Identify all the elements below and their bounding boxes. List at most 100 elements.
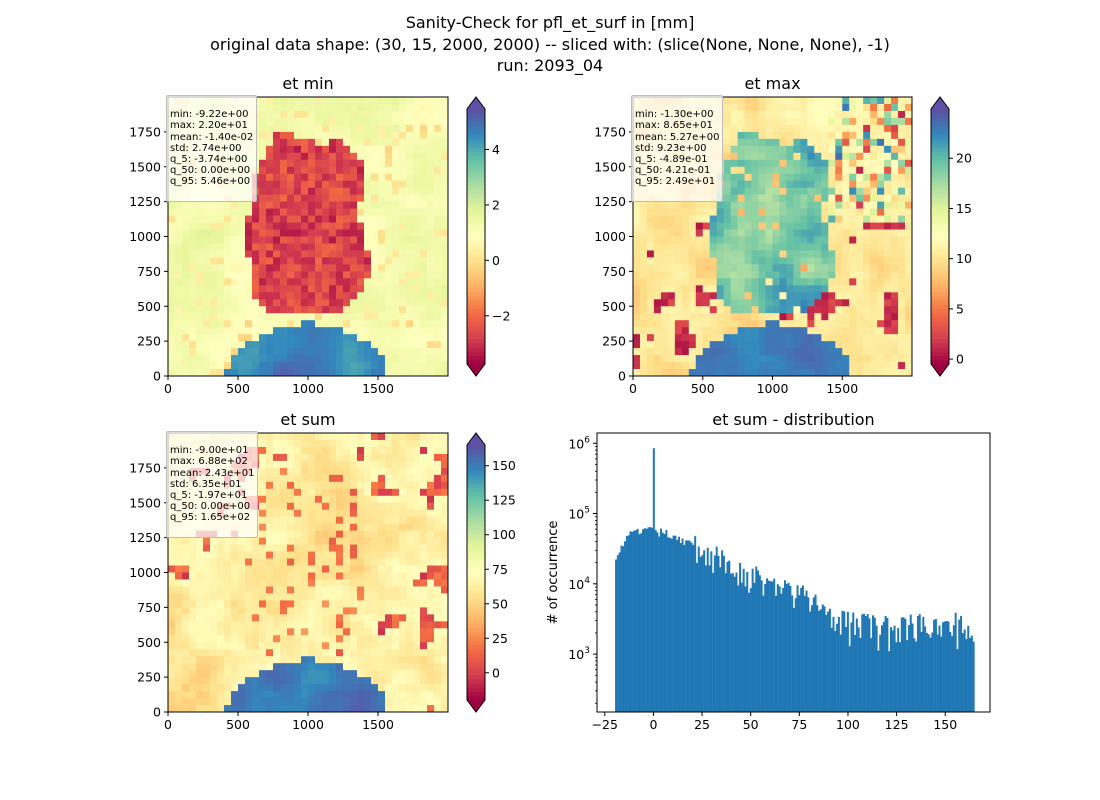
heatmap-cell — [406, 208, 414, 216]
heatmap-cell — [364, 194, 372, 203]
heatmap-cell — [196, 684, 204, 692]
heatmap-cell — [863, 236, 871, 244]
heatmap-cell — [189, 264, 197, 272]
heatmap-cell — [301, 201, 309, 210]
heatmap-cell — [441, 327, 449, 335]
heatmap-cell — [800, 250, 808, 258]
heatmap-cell — [322, 327, 330, 335]
colorbar-segment — [931, 215, 949, 220]
heatmap-cell — [406, 166, 414, 175]
heatmap-cell — [877, 145, 885, 154]
heatmap-cell — [842, 334, 850, 342]
heatmap-cell — [217, 677, 225, 685]
heatmap-cell — [905, 299, 913, 307]
heatmap-cell — [793, 362, 801, 370]
heatmap-cell — [357, 355, 365, 363]
heatmap-cell — [434, 481, 442, 490]
colorbar-segment — [931, 283, 949, 288]
heatmap-cell — [884, 299, 892, 307]
heatmap-cell — [905, 250, 913, 258]
heatmap-cell — [378, 110, 386, 119]
heatmap-cell — [238, 656, 246, 664]
heatmap-cell — [674, 362, 683, 370]
heatmap-cell — [217, 334, 225, 342]
heatmap-cell — [758, 236, 766, 244]
heatmap-cell — [308, 348, 316, 356]
heatmap-cell — [301, 600, 309, 608]
heatmap-cell — [357, 433, 365, 441]
heatmap-cell — [168, 341, 176, 349]
heatmap-cell — [633, 355, 641, 363]
heatmap-cell — [427, 180, 435, 189]
heatmap-cell — [252, 677, 260, 685]
heatmap-cell — [856, 369, 864, 377]
heatmap-cell — [849, 341, 857, 349]
heatmap-cell — [891, 103, 899, 112]
heatmap-cell — [259, 621, 267, 629]
heatmap-cell — [308, 103, 316, 112]
heatmap-cell — [336, 579, 344, 587]
heatmap-cell — [399, 453, 407, 462]
heatmap-cell — [905, 341, 913, 349]
heatmap-cell — [702, 327, 711, 335]
heatmap-cell — [350, 306, 358, 314]
heatmap-cell — [863, 103, 871, 112]
heatmap-cell — [420, 292, 428, 300]
heatmap-cell — [399, 166, 407, 175]
heatmap-cell — [343, 586, 351, 594]
heatmap-cell — [688, 257, 697, 265]
heatmap-cell — [786, 187, 794, 196]
colorbar-segment — [467, 143, 485, 148]
heatmap-cell — [877, 257, 885, 265]
heatmap-cell — [329, 530, 337, 539]
heatmap-cell — [378, 180, 386, 189]
heatmap-cell — [793, 110, 801, 119]
heatmap-cell — [168, 306, 176, 314]
heatmap-cell — [266, 530, 274, 539]
heatmap-cell — [350, 628, 358, 636]
heatmap-cell — [427, 488, 435, 497]
heatmap-cell — [392, 145, 400, 154]
heatmap-cell — [434, 433, 442, 441]
heatmap-cell — [399, 215, 407, 223]
heatmap-cell — [406, 439, 414, 448]
heatmap-cell — [870, 264, 878, 272]
heatmap-cell — [364, 537, 372, 546]
heatmap-cell — [772, 236, 780, 244]
heatmap-cell — [308, 278, 316, 286]
heatmap-cell — [660, 264, 669, 272]
heatmap-cell — [716, 201, 725, 210]
heatmap-cell — [758, 320, 766, 328]
heatmap-cell — [434, 439, 442, 448]
heatmap-cell — [723, 355, 732, 363]
heatmap-cell — [266, 656, 274, 664]
heatmap-cell — [329, 334, 337, 342]
heatmap-cell — [737, 117, 746, 126]
heatmap-cell — [259, 593, 267, 601]
heatmap-cell — [702, 215, 711, 223]
heatmap-cell — [779, 327, 787, 335]
heatmap-cell — [371, 292, 379, 300]
heatmap-cell — [308, 614, 316, 622]
colorbar-segment — [467, 279, 485, 284]
heatmap-cell — [203, 264, 211, 272]
heatmap-cell — [863, 369, 871, 377]
heatmap-cell — [807, 278, 815, 286]
heatmap-cell — [371, 145, 379, 154]
heatmap-cell — [294, 166, 302, 175]
heatmap-cell — [301, 215, 309, 223]
heatmap-cell — [399, 460, 407, 469]
heatmap-cell — [814, 201, 822, 210]
heatmap-cell — [336, 278, 344, 286]
heatmap-cell — [245, 257, 253, 265]
colorbar-segment — [931, 223, 949, 229]
heatmap-cell — [287, 453, 295, 462]
heatmap-cell — [266, 299, 274, 307]
heatmap-cell — [308, 97, 316, 105]
heatmap-cell — [406, 586, 414, 594]
heatmap-cell — [259, 544, 267, 552]
heatmap-cell — [350, 600, 358, 608]
heatmap-cell — [695, 201, 704, 210]
heatmap-cell — [744, 292, 752, 300]
heatmap-cell — [245, 537, 253, 546]
